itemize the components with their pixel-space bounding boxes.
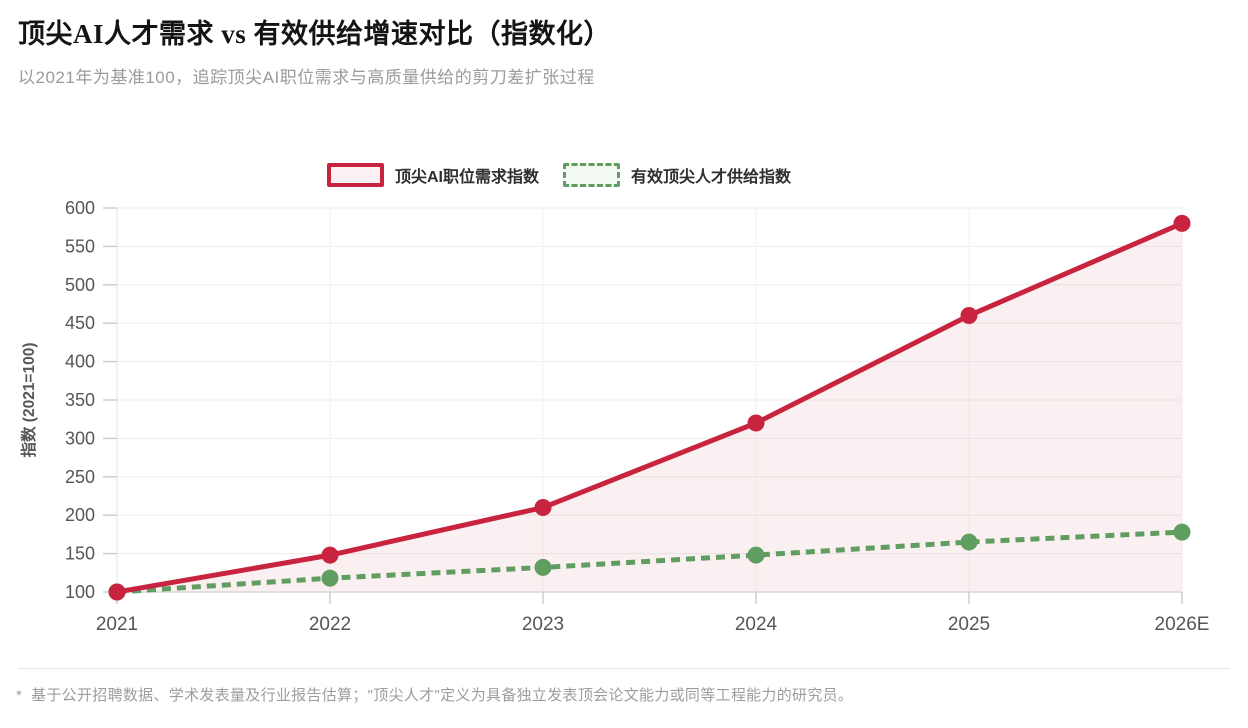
y-axis-title: 指数 (2021=100)	[19, 342, 38, 457]
y-axis-labels: 100 150 200 250 300 350 400 450 500 550 600	[65, 198, 95, 602]
x-tick-label: 2024	[735, 614, 778, 635]
supply-point[interactable]	[747, 546, 765, 564]
legend-label-demand: 顶尖AI职位需求指数	[394, 169, 539, 186]
footnote: * 基于公开招聘数据、学术发表量及行业报告估算；"顶尖人才"定义为具备独立发表顶…	[16, 687, 854, 704]
supply-point[interactable]	[960, 533, 978, 551]
x-axis-labels: 2021 2022 2023 2024 2025 2026E	[96, 614, 1210, 635]
y-tick-label: 500	[65, 275, 95, 295]
y-tick-label: 150	[65, 544, 95, 564]
supply-line-swatch-icon	[563, 163, 620, 187]
demand-area	[117, 223, 1182, 593]
supply-line	[116, 529, 1183, 595]
demand-point[interactable]	[108, 583, 126, 601]
page-subtitle: 以2021年为基准100，追踪顶尖AI职位需求与高质量供给的剪刀差扩张过程	[18, 68, 595, 87]
legend-item-supply[interactable]: 有效顶尖人才供给指数	[563, 163, 791, 187]
y-tick-label: 550	[65, 236, 95, 256]
demand-point[interactable]	[321, 546, 339, 564]
page-title: 顶尖AI人才需求 vs 有效供给增速对比（指数化）	[18, 19, 612, 49]
y-tick-label: 400	[65, 352, 95, 372]
demand-point[interactable]	[534, 499, 552, 517]
y-tick-label: 300	[65, 428, 95, 448]
y-tick-label: 600	[65, 198, 95, 218]
supply-point[interactable]	[321, 569, 339, 587]
gridlines	[117, 207, 1183, 592]
chart-legend: 顶尖AI职位需求指数 有效顶尖人才供给指数	[0, 163, 1118, 187]
x-tick-label: 2025	[948, 614, 990, 635]
y-tick-label: 250	[65, 467, 95, 487]
demand-point[interactable]	[747, 414, 765, 432]
y-tick-label: 350	[65, 390, 95, 410]
demand-line-swatch-icon	[326, 163, 384, 187]
x-tick-label: 2021	[96, 614, 138, 635]
x-tick-label: 2026E	[1155, 614, 1210, 635]
x-tick-label: 2023	[522, 614, 564, 635]
supply-point[interactable]	[534, 558, 552, 576]
x-tick-label: 2022	[309, 614, 351, 635]
supply-point[interactable]	[1173, 523, 1191, 541]
y-tick-label: 450	[65, 313, 95, 333]
demand-point[interactable]	[960, 307, 978, 325]
y-tick-label: 100	[65, 582, 95, 602]
demand-line	[114, 220, 1185, 595]
legend-item-demand[interactable]: 顶尖AI职位需求指数	[326, 163, 539, 187]
legend-label-supply: 有效顶尖人才供给指数	[631, 169, 792, 186]
demand-point[interactable]	[1173, 214, 1191, 232]
y-tick-label: 200	[65, 505, 95, 525]
footnote-divider	[18, 668, 1230, 669]
